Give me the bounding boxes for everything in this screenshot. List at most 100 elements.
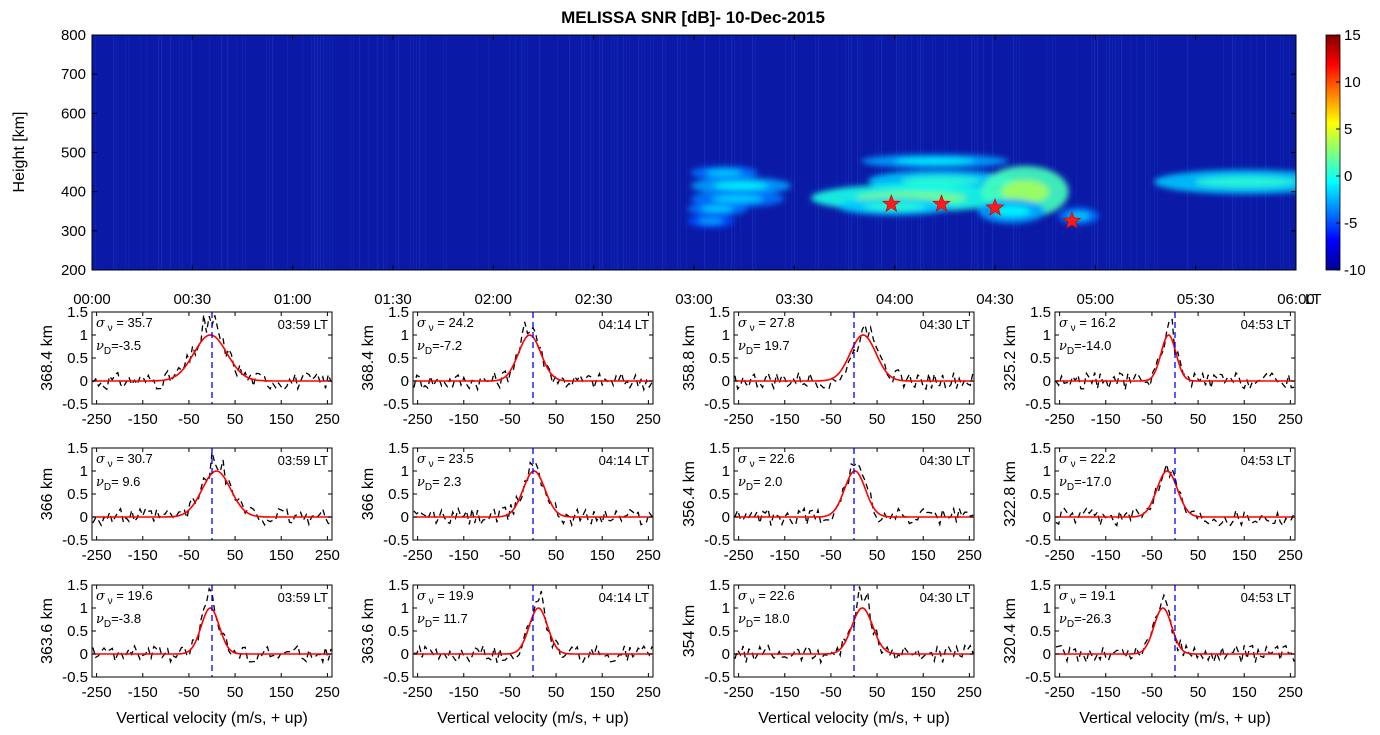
spectrum-panel: -0.5 0 0.5 1 1.5 -250 -150 -50 50 150 250 368.4 km σ… [360,304,661,428]
panel-x-tick-label: -50 [499,411,521,428]
sigma-annotation: σ ν = 19.6 [96,588,153,607]
noise-stripe [1241,35,1243,270]
noise-stripe [680,35,682,270]
panel-x-tick-label: -250 [1045,684,1075,701]
noise-stripe [416,35,418,270]
noise-stripe [974,35,976,270]
panel-x-tick-label: -50 [178,547,200,564]
noise-stripe [653,35,655,270]
panel-y-tick-label: 1.5 [388,304,409,321]
noise-stripe [1250,35,1252,270]
panel-y-tick-label: 1.5 [1030,304,1051,321]
panel-y-tick-label: -0.5 [1025,396,1051,413]
noise-stripe [677,35,679,270]
noise-stripe [896,35,898,270]
noise-stripe [557,35,559,270]
noise-stripe [1121,35,1123,270]
snr-heatmap: MELISSA SNR [dB]- 10-Dec-2015 200 300 400 5… [11,8,1366,308]
panel-x-tick-label: 250 [957,547,982,564]
panel-x-tick-label: 50 [869,547,886,564]
panel-height-label: 354 km [681,605,698,657]
noise-stripe [368,35,370,270]
noise-stripe [266,35,268,270]
noise-stripe [1154,35,1156,270]
echo-patch-core [711,194,764,203]
panel-y-tick-label: -0.5 [62,669,88,686]
panel-y-tick-label: 0 [722,646,730,663]
panel-y-tick-label: 0.5 [388,623,409,640]
panel-y-tick-label: 1 [401,327,409,344]
spectrum-panel: -0.5 0 0.5 1 1.5 -250 -150 -50 50 150 250 368.4 km σ… [39,304,340,428]
panel-time-label: 04:14 LT [599,453,649,468]
sigma-annotation: σ ν = 16.2 [1059,315,1116,334]
noise-stripe [1256,35,1258,270]
panel-y-tick-label: 1.5 [709,577,730,594]
noise-stripe [1112,35,1114,270]
noise-stripe [815,35,817,270]
panel-height-label: 366 km [39,468,56,520]
panel-x-tick-label: 150 [590,547,615,564]
vd-annotation: νD=-17.0 [1059,474,1111,493]
panel-x-tick-label: -250 [82,411,112,428]
noise-stripe [1145,35,1147,270]
noise-stripe [524,35,526,270]
panel-y-tick-label: 1.5 [709,304,730,321]
panel-time-label: 04:30 LT [920,453,970,468]
noise-stripe [626,35,628,270]
sigma-annotation: σ ν = 23.5 [417,451,474,470]
noise-stripe [170,35,172,270]
noise-stripe [311,35,313,270]
panel-x-tick-label: -250 [724,684,754,701]
panel-x-tick-label: -150 [449,547,479,564]
panel-x-tick-label: 150 [911,684,936,701]
panel-time-label: 04:30 LT [920,317,970,332]
noise-stripe [539,35,541,270]
noise-stripe [665,35,667,270]
noise-stripe [902,35,904,270]
panel-y-tick-label: -0.5 [704,532,730,549]
spectrum-line [92,587,332,665]
vd-annotation: νD= 19.7 [738,338,790,357]
noise-stripe [629,35,631,270]
noise-stripe [182,35,184,270]
echo-patch-core [894,158,976,165]
spectrum-panel: -0.5 0 0.5 1 1.5 -250 -150 -50 50 150 250 322.8 km σ… [1002,440,1303,564]
star-marker [881,194,901,212]
noise-stripe [158,35,160,270]
noise-stripe [383,35,385,270]
x-tick-label: 05:30 [1177,291,1215,308]
panel-x-tick-label: -50 [1141,684,1163,701]
noise-stripe [725,35,727,270]
noise-stripe [650,35,652,270]
panel-x-tick-label: -50 [1141,547,1163,564]
noise-stripe [140,35,142,270]
x-tick-label: 04:30 [976,291,1014,308]
noise-stripe [881,35,883,270]
sigma-annotation: σ ν = 27.8 [738,315,795,334]
noise-stripe [323,35,325,270]
heatmap-y-label: Height [km] [11,112,28,193]
noise-stripe [923,35,925,270]
panel-plot-area [1055,585,1295,677]
chart-title: MELISSA SNR [dB]- 10-Dec-2015 [561,8,825,27]
panel-plot-area [734,585,974,677]
noise-stripe [845,35,847,270]
noise-stripe [395,35,397,270]
panel-x-tick-label: 250 [636,411,661,428]
noise-stripe [569,35,571,270]
panel-x-tick-label: -50 [820,684,842,701]
noise-stripe [638,35,640,270]
noise-stripe [977,35,979,270]
panel-y-tick-label: -0.5 [62,532,88,549]
vd-annotation: νD= 2.3 [417,474,461,493]
noise-stripe [509,35,511,270]
panel-height-label: 322.8 km [1002,461,1019,527]
heatmap-noise-texture [95,35,1291,270]
noise-stripe [521,35,523,270]
vd-annotation: νD= 18.0 [738,611,790,630]
noise-stripe [377,35,379,270]
noise-stripe [326,35,328,270]
panel-x-tick-label: -250 [403,411,433,428]
